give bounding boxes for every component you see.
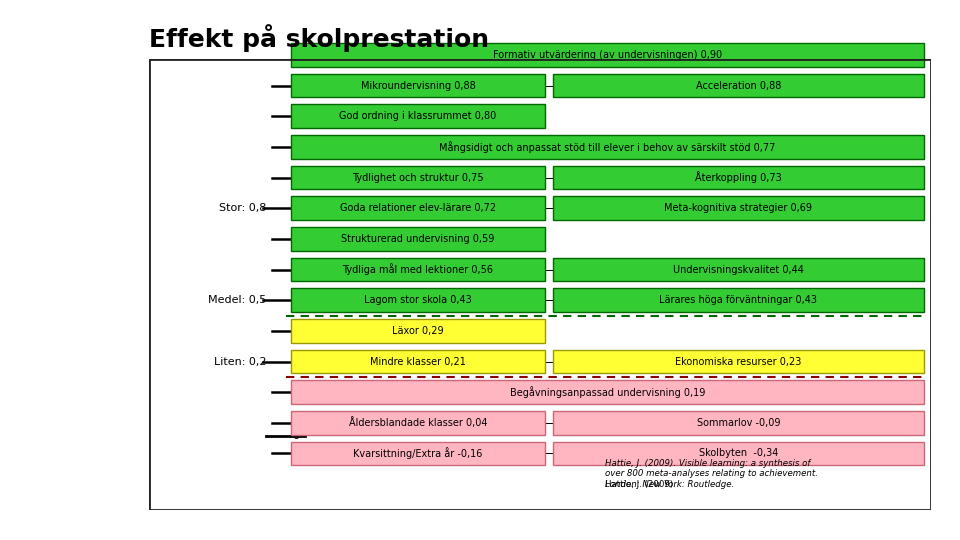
Text: Sommarlov -0,09: Sommarlov -0,09 [697, 418, 780, 428]
Text: 0: 0 [292, 431, 299, 441]
FancyBboxPatch shape [553, 258, 924, 281]
Text: God ordning i klassrummet 0,80: God ordning i klassrummet 0,80 [339, 111, 496, 121]
Text: Ekonomiska resurser 0,23: Ekonomiska resurser 0,23 [675, 356, 802, 367]
Text: Lagom stor skola 0,43: Lagom stor skola 0,43 [364, 295, 471, 305]
FancyBboxPatch shape [553, 74, 924, 97]
Text: Åldersblandade klasser 0,04: Åldersblandade klasser 0,04 [348, 417, 487, 428]
FancyBboxPatch shape [291, 74, 544, 97]
FancyBboxPatch shape [291, 43, 924, 66]
FancyBboxPatch shape [291, 258, 544, 281]
FancyBboxPatch shape [291, 227, 544, 251]
FancyBboxPatch shape [291, 442, 544, 465]
Text: Effekt på skolprestation: Effekt på skolprestation [149, 24, 489, 52]
Text: Begåvningsanpassad undervisning 0,19: Begåvningsanpassad undervisning 0,19 [510, 386, 706, 398]
FancyBboxPatch shape [291, 197, 544, 220]
Text: Goda relationer elev-lärare 0,72: Goda relationer elev-lärare 0,72 [340, 203, 496, 213]
Text: Tydliga mål med lektioner 0,56: Tydliga mål med lektioner 0,56 [343, 264, 493, 275]
FancyBboxPatch shape [553, 288, 924, 312]
FancyBboxPatch shape [291, 411, 544, 435]
FancyBboxPatch shape [291, 288, 544, 312]
Circle shape [26, 11, 104, 335]
FancyBboxPatch shape [291, 319, 544, 342]
Text: Skolbyten  -0,34: Skolbyten -0,34 [699, 449, 778, 458]
Text: Läxor 0,29: Läxor 0,29 [392, 326, 444, 336]
Text: Mångsidigt och anpassat stöd till elever i behov av särskilt stöd 0,77: Mångsidigt och anpassat stöd till elever… [440, 141, 776, 153]
Text: Kvarsittning/Extra år -0,16: Kvarsittning/Extra år -0,16 [353, 448, 483, 460]
Text: Medel: 0,5: Medel: 0,5 [208, 295, 266, 305]
FancyBboxPatch shape [291, 135, 924, 159]
Text: Undervisningskvalitet 0,44: Undervisningskvalitet 0,44 [673, 265, 804, 274]
Text: Meta-kognitiva strategier 0,69: Meta-kognitiva strategier 0,69 [664, 203, 812, 213]
Text: Acceleration 0,88: Acceleration 0,88 [696, 80, 781, 91]
FancyBboxPatch shape [553, 411, 924, 435]
FancyBboxPatch shape [291, 381, 924, 404]
Text: Hattie, J. (2009).: Hattie, J. (2009). [605, 480, 678, 489]
Text: Formativ utvärdering (av undervisningen) 0,90: Formativ utvärdering (av undervisningen)… [493, 50, 722, 60]
Text: UPPSALA
UNIVERSITET: UPPSALA UNIVERSITET [39, 243, 90, 256]
FancyBboxPatch shape [291, 104, 544, 128]
Text: Tydlighet och struktur 0,75: Tydlighet och struktur 0,75 [352, 173, 484, 183]
Text: Liten: 0,2: Liten: 0,2 [214, 356, 266, 367]
Text: Återkoppling 0,73: Återkoppling 0,73 [695, 172, 781, 184]
Text: Hattie, J. (2009). Visible learning: a synthesis of
over 800 meta-analyses relat: Hattie, J. (2009). Visible learning: a s… [605, 459, 818, 489]
FancyBboxPatch shape [291, 166, 544, 189]
FancyBboxPatch shape [553, 442, 924, 465]
Text: Strukturerad undervisning 0,59: Strukturerad undervisning 0,59 [341, 234, 494, 244]
FancyBboxPatch shape [553, 166, 924, 189]
FancyBboxPatch shape [291, 350, 544, 373]
Text: Lärares höga förväntningar 0,43: Lärares höga förväntningar 0,43 [660, 295, 817, 305]
FancyBboxPatch shape [553, 197, 924, 220]
Text: Mindre klasser 0,21: Mindre klasser 0,21 [370, 356, 466, 367]
FancyBboxPatch shape [553, 350, 924, 373]
Text: Stor: 0,8: Stor: 0,8 [219, 203, 266, 213]
Text: Mikroundervisning 0,88: Mikroundervisning 0,88 [361, 80, 475, 91]
